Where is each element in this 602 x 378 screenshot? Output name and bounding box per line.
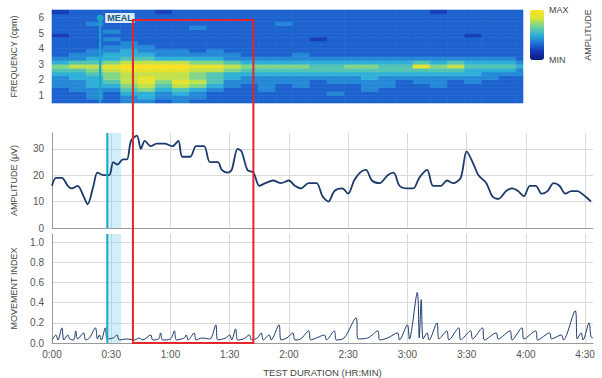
svg-text:3:30: 3:30: [457, 349, 477, 360]
svg-text:MAX: MAX: [549, 5, 569, 15]
svg-text:AMPLITUDE: AMPLITUDE: [583, 9, 593, 61]
svg-text:0.6: 0.6: [30, 277, 44, 288]
svg-text:0:30: 0:30: [101, 349, 121, 360]
svg-text:0.0: 0.0: [30, 338, 44, 349]
svg-text:1: 1: [38, 90, 44, 101]
svg-text:1:30: 1:30: [220, 349, 240, 360]
svg-text:0:00: 0:00: [42, 349, 62, 360]
svg-text:5: 5: [38, 28, 44, 39]
svg-text:20: 20: [33, 170, 45, 181]
svg-text:1.0: 1.0: [30, 237, 44, 248]
svg-text:4: 4: [38, 43, 44, 54]
svg-text:MIN: MIN: [549, 55, 566, 65]
svg-text:FREQUENCY (cpm): FREQUENCY (cpm): [9, 16, 19, 98]
svg-text:MOVEMENT INDEX: MOVEMENT INDEX: [9, 248, 19, 330]
svg-text:2:00: 2:00: [279, 349, 299, 360]
svg-text:MEAL: MEAL: [107, 13, 133, 23]
svg-text:6: 6: [38, 12, 44, 23]
svg-text:0.4: 0.4: [30, 297, 44, 308]
svg-text:4:30: 4:30: [575, 349, 595, 360]
svg-text:1:00: 1:00: [161, 349, 181, 360]
svg-text:30: 30: [33, 143, 45, 154]
svg-text:3: 3: [38, 59, 44, 70]
svg-text:0.2: 0.2: [30, 317, 44, 328]
svg-text:4:00: 4:00: [516, 349, 536, 360]
svg-text:AMPLITUDE (μV): AMPLITUDE (μV): [9, 145, 19, 216]
svg-text:10: 10: [33, 196, 45, 207]
svg-text:2:30: 2:30: [338, 349, 358, 360]
svg-text:0.8: 0.8: [30, 257, 44, 268]
svg-text:0: 0: [38, 223, 44, 234]
svg-text:TEST DURATION (HR:MIN): TEST DURATION (HR:MIN): [263, 367, 381, 378]
svg-text:2: 2: [38, 74, 44, 85]
svg-text:3:00: 3:00: [398, 349, 418, 360]
